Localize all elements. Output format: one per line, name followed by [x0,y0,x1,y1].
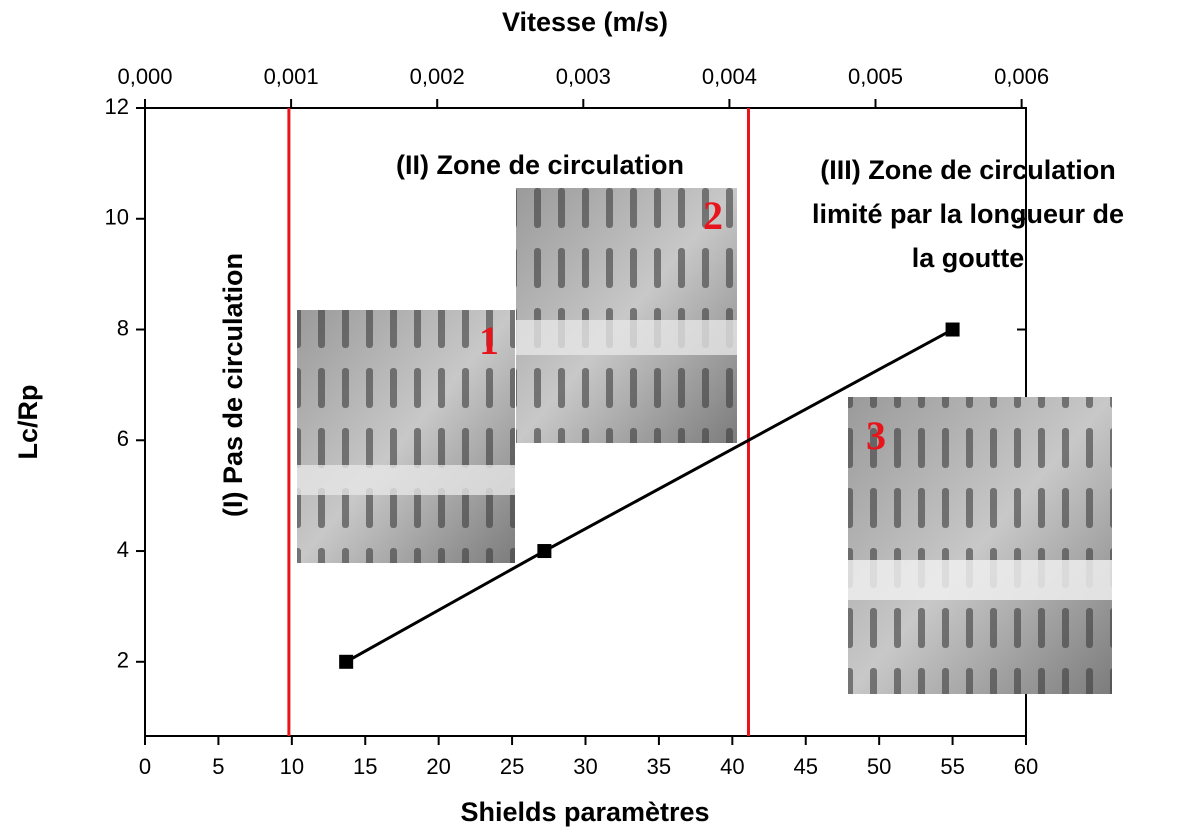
x-tick-label: 15 [353,754,377,779]
data-point [339,654,354,669]
x-tick-label: 0 [139,754,151,779]
inset-label: 3 [866,413,886,458]
annotation: limité par la longueur de [812,199,1124,229]
x-tick-label: 50 [867,754,891,779]
y-tick-label: 10 [105,205,129,230]
annotation: (I) Pas de circulation [218,253,248,517]
y-axis-title: Lc/Rp [13,384,43,459]
x-tick-label: 40 [720,754,744,779]
x2-axis-title: Vitesse (m/s) [502,7,668,37]
photo-1 [297,310,515,563]
annotation: (II) Zone de circulation [396,150,684,180]
x-tick-label: 60 [1014,754,1038,779]
x-tick-label: 45 [794,754,818,779]
x-tick-label: 10 [280,754,304,779]
x-tick-label: 30 [573,754,597,779]
annotation: (III) Zone de circulation [820,155,1116,185]
x-tick-label: 20 [426,754,450,779]
x2-tick-label: 0,001 [264,64,319,89]
x-tick-label: 25 [500,754,524,779]
x-axis-title: Shields paramètres [460,797,709,827]
x2-tick-label: 0,002 [410,64,465,89]
x-tick-label: 55 [940,754,964,779]
x2-tick-label: 0,005 [848,64,903,89]
data-point [537,544,552,559]
annotation: la goutte [912,243,1025,273]
x2-tick-label: 0,000 [117,64,172,89]
data-point [945,322,960,337]
y-tick-label: 12 [105,94,129,119]
photo-2 [516,188,737,443]
inset-label: 1 [479,318,499,363]
y-tick-label: 6 [117,426,129,451]
y-tick-label: 2 [117,648,129,673]
x-tick-label: 35 [647,754,671,779]
y-tick-label: 8 [117,315,129,340]
photos [297,188,1112,694]
y-tick-label: 4 [117,537,129,562]
inset-label: 2 [703,193,723,238]
photo-3 [848,397,1112,694]
x-tick-label: 5 [212,754,224,779]
x2-tick-label: 0,003 [556,64,611,89]
x2-tick-label: 0,006 [994,64,1049,89]
x2-tick-label: 0,004 [702,64,757,89]
